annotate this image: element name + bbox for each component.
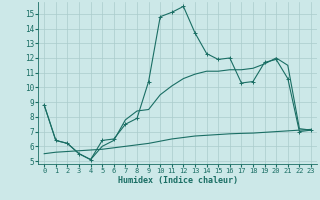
X-axis label: Humidex (Indice chaleur): Humidex (Indice chaleur) [118, 176, 238, 185]
